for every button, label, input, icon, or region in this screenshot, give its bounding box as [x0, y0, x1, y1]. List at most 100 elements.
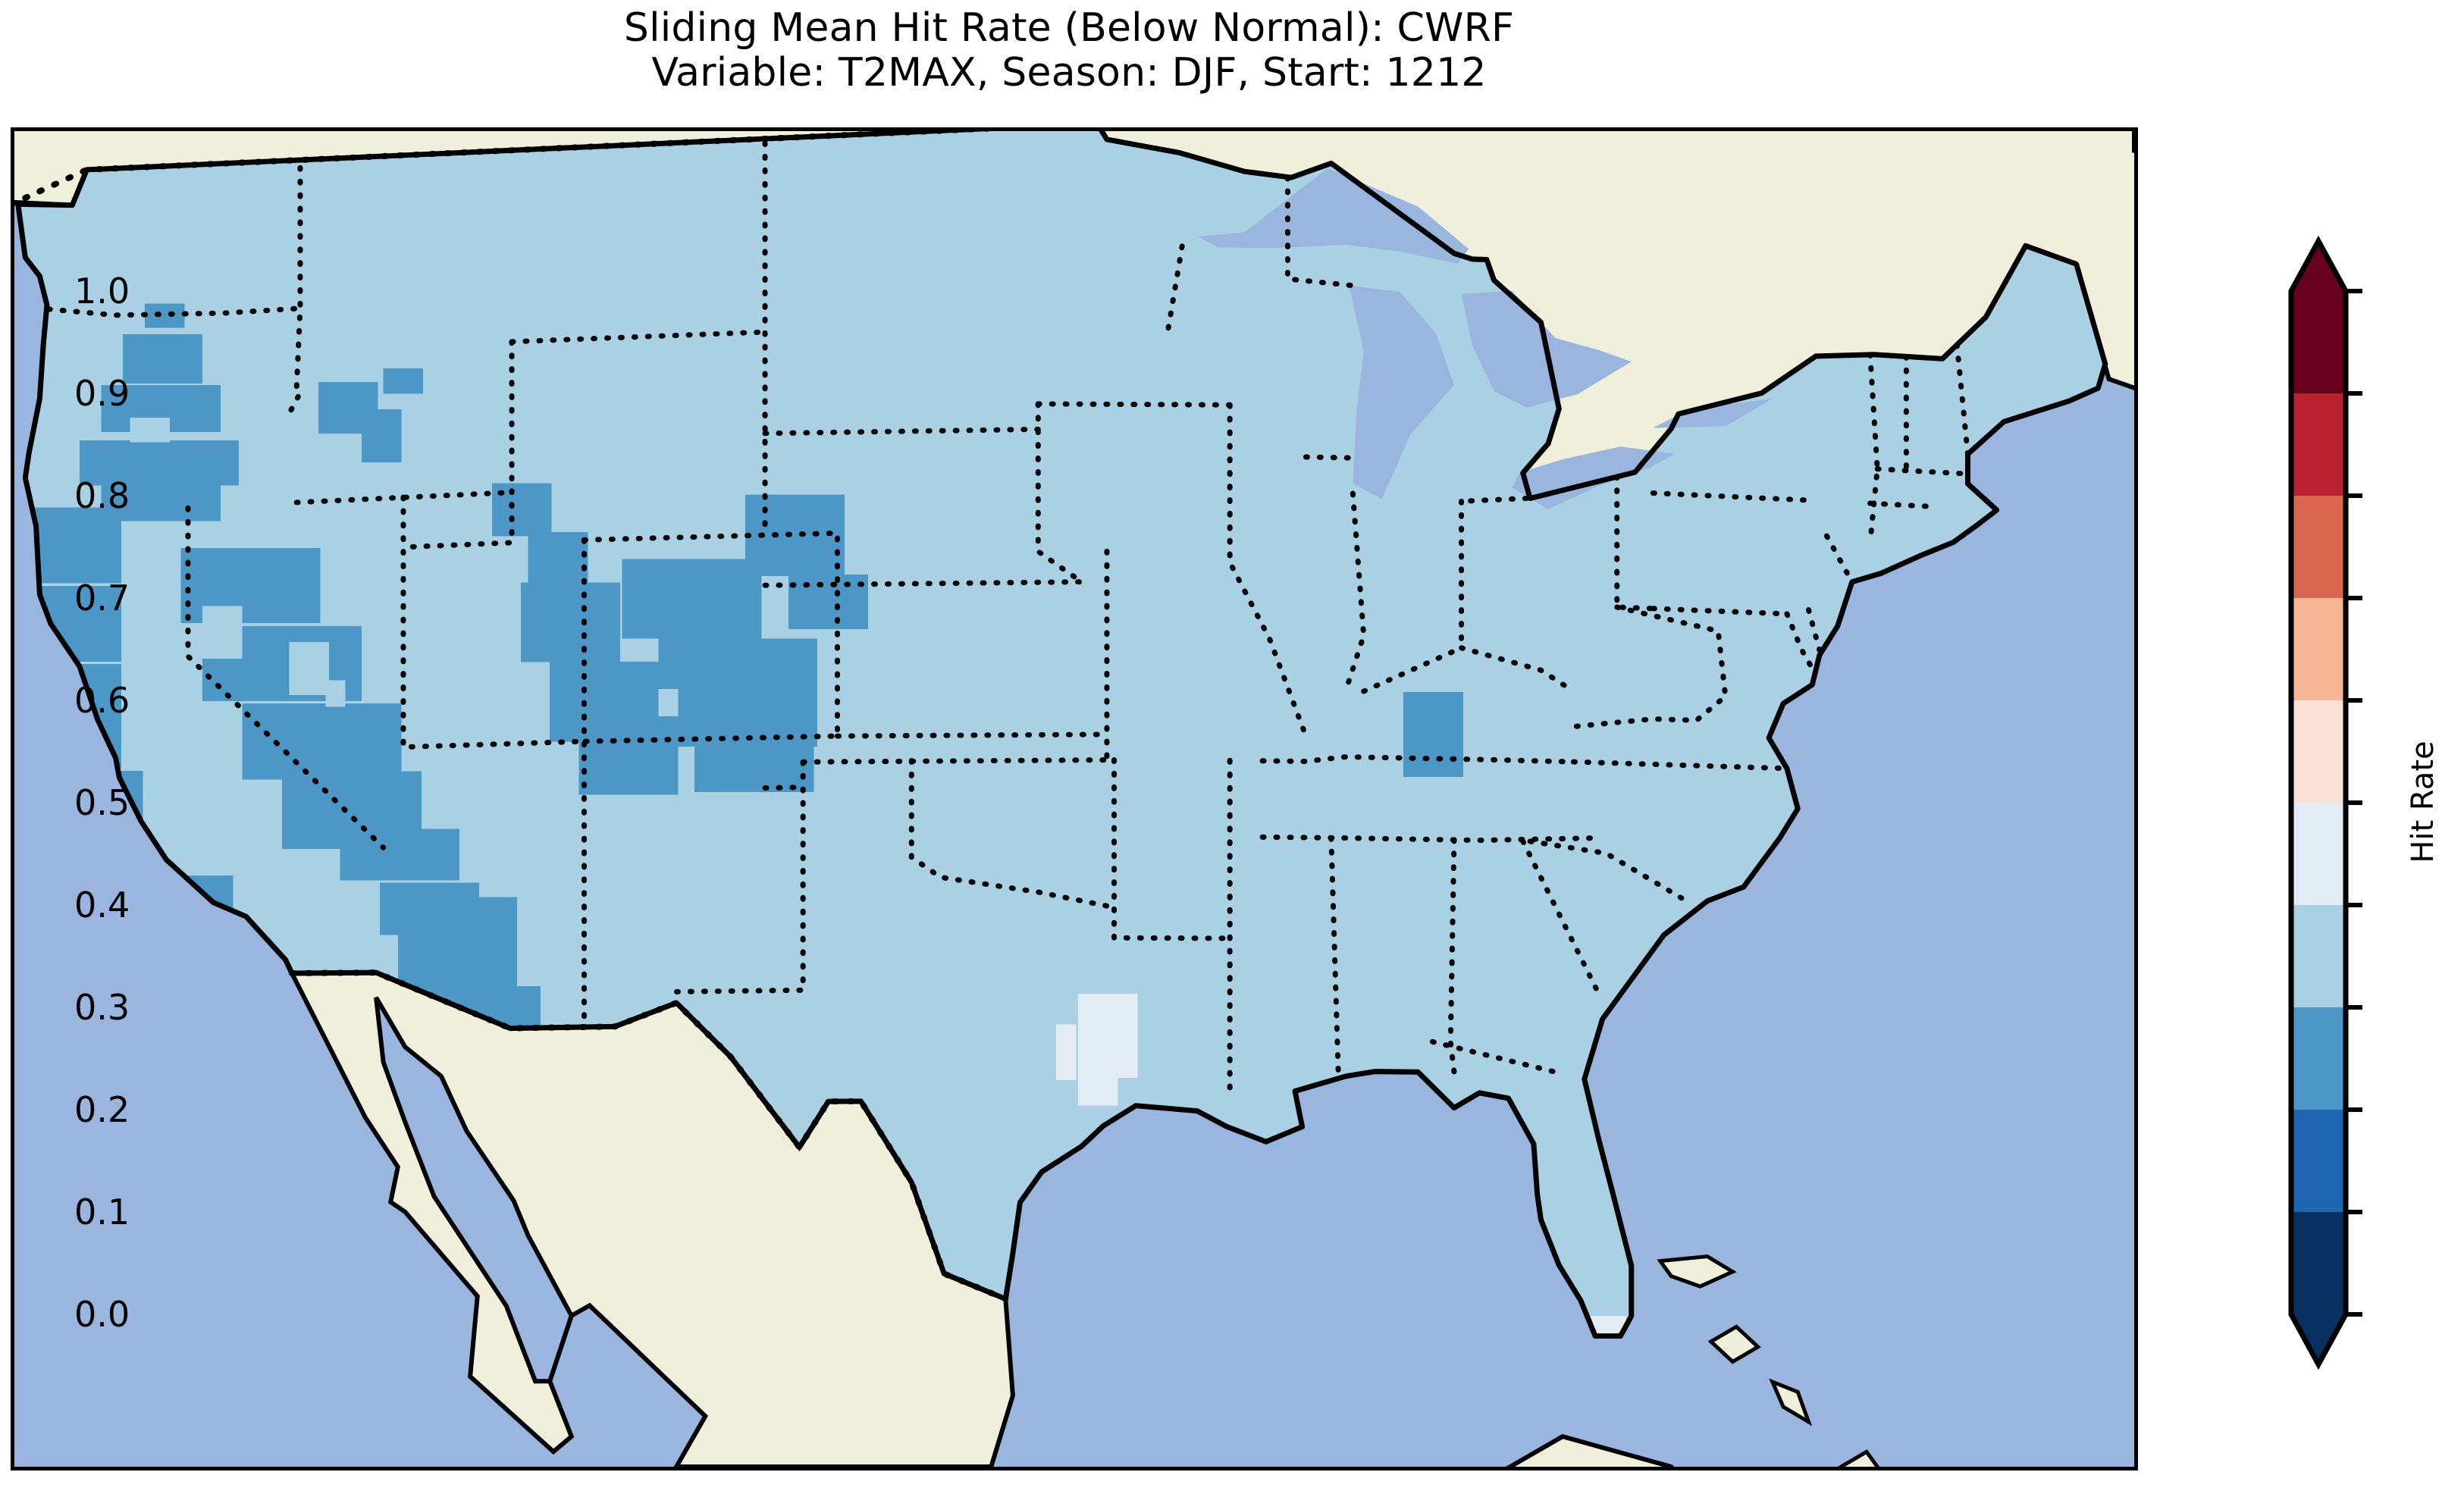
grid-cell-light [325, 680, 346, 707]
state-border-11 [762, 579, 1085, 588]
state-border-1 [287, 151, 304, 416]
state-border-40 [1867, 351, 1880, 546]
colorbar-tick-label: 1.0 [74, 271, 130, 312]
state-border-15 [908, 758, 1117, 910]
bahamas-island-0 [1657, 1254, 1737, 1289]
state-border-7 [582, 530, 841, 744]
state-border-10 [762, 426, 1041, 437]
grid-cell-medium [340, 828, 459, 881]
grid-cell-medium [180, 547, 321, 624]
state-border-4 [400, 494, 587, 750]
colorbar-band [2291, 700, 2346, 803]
colorbar-band [2291, 291, 2346, 394]
state-border-9 [509, 329, 768, 345]
state-border-27 [1165, 239, 1186, 331]
colorbar-tick-label: 0.7 [74, 578, 130, 619]
colorbar-band [2291, 803, 2346, 906]
state-border-23 [1035, 401, 1233, 408]
state-border-13 [800, 757, 1117, 765]
great-lake-1 [1349, 285, 1455, 500]
colorbar-band [2291, 393, 2346, 496]
colorbar-tick-label: 0.3 [74, 987, 130, 1028]
grid-cell-light [130, 417, 171, 443]
colorbar-band [2291, 1007, 2346, 1110]
state-border-38 [1520, 838, 1606, 997]
state-border-26 [1303, 454, 1356, 461]
figure-title: Sliding Mean Hit Rate (Below Normal): CW… [0, 6, 2138, 96]
colorbar-tick-label: 0.0 [74, 1294, 130, 1335]
map-plot [14, 131, 2134, 1467]
state-border-45 [1823, 533, 1855, 585]
title-line-2: Variable: T2MAX, Season: DJF, Start: 121… [651, 49, 1487, 96]
bahamas-island-2 [1769, 1378, 1813, 1427]
grid-cell-medium [521, 582, 621, 662]
grid-cell-light [289, 641, 330, 695]
grid-cell-medium [528, 531, 588, 586]
grid-cell-light [440, 766, 481, 793]
colorbar-tick-label: 0.8 [74, 475, 130, 516]
state-border-37 [1527, 838, 1688, 904]
great-lake-4 [1653, 398, 1773, 428]
map-axes [11, 127, 2138, 1471]
state-border-42 [1954, 342, 1970, 457]
cuba-landmass [1506, 1433, 1675, 1467]
state-border-12 [835, 731, 1110, 739]
colorbar-band [2291, 496, 2346, 599]
colorbar-band [2291, 905, 2346, 1008]
state-border-3 [185, 505, 387, 850]
grid-cell-light [246, 455, 306, 507]
colorbar[interactable] [2288, 235, 2362, 1370]
grid-cell-medium [578, 741, 679, 795]
state-border-14 [669, 759, 806, 994]
grid-cell-medium [144, 303, 185, 328]
state-border-18 [1328, 835, 1341, 1079]
state-border-24 [1227, 402, 1309, 739]
state-border-32 [1650, 490, 1819, 503]
state-border-30 [1459, 645, 1576, 694]
colorbar-band [2291, 1110, 2346, 1213]
colorbar-tick-label: 0.5 [74, 782, 130, 823]
grid-cell-pale [1077, 1049, 1118, 1106]
state-border-16 [1111, 757, 1233, 941]
grid-cell-light [202, 606, 243, 659]
great-lake-0 [1197, 168, 1469, 264]
state-border-5 [400, 339, 515, 550]
state-border-47 [1361, 645, 1465, 694]
gulf-of-california [374, 996, 575, 1384]
state-border-43 [1874, 466, 1964, 477]
state-border-44 [1867, 500, 1935, 509]
grid-cell-medium [622, 559, 762, 639]
grid-cell-medium [550, 662, 669, 742]
grid-cell-medium [123, 334, 203, 384]
colorbar-tick-label: 0.1 [74, 1192, 130, 1232]
state-border-39 [1429, 1038, 1566, 1077]
grid-cell-medium [242, 703, 402, 780]
colorbar-tick-label: 0.6 [74, 680, 130, 721]
coastlines [15, 131, 2108, 1339]
conus-coastline [15, 131, 2108, 1339]
grid-cell-medium [788, 575, 868, 629]
colorbar-extend-max [2291, 241, 2346, 291]
colorbar-tick-label: 0.9 [74, 373, 130, 414]
grid-cell-medium [383, 368, 424, 394]
grid-cell-medium [658, 638, 818, 747]
colorbar-band [2291, 598, 2346, 701]
state-border-22 [1035, 401, 1085, 585]
state-border-36 [1570, 759, 1786, 772]
state-border-19 [1447, 837, 1457, 1076]
state-border-0 [19, 304, 303, 318]
state-border-20 [1259, 754, 1576, 765]
state-border-31 [1614, 474, 1656, 612]
state-border-49 [1459, 495, 1529, 504]
colorbar-tick-label: 0.4 [74, 885, 130, 926]
title-line-1: Sliding Mean Hit Rate (Below Normal): CW… [623, 5, 1515, 51]
grid-cell-light [477, 724, 518, 779]
colorbar-band [2291, 1212, 2346, 1315]
state-border-34 [1784, 611, 1819, 678]
grid-cell-medium [101, 473, 221, 521]
colorbar-tick-label: 0.2 [74, 1089, 130, 1130]
state-border-33 [1650, 606, 1790, 617]
bahamas-island-3 [1838, 1449, 1880, 1467]
colorbar-axis-label: Hit Rate [2406, 741, 2440, 863]
